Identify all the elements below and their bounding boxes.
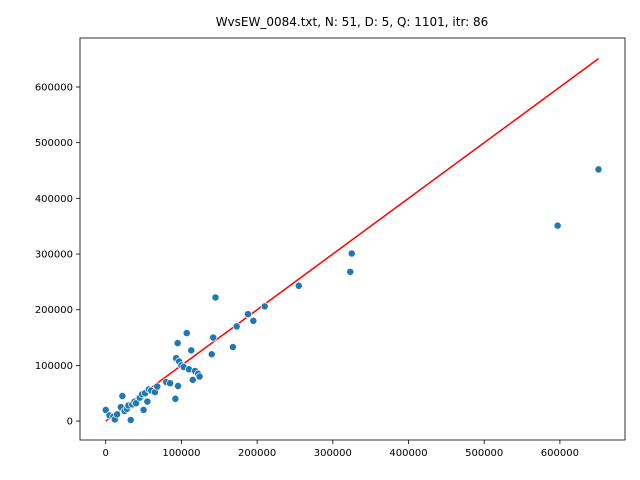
data-point <box>143 397 152 406</box>
y-tick-label: 500000 <box>35 138 73 149</box>
data-point <box>187 346 196 355</box>
y-tick-label: 100000 <box>35 361 73 372</box>
data-point <box>101 405 110 414</box>
y-tick-label: 400000 <box>35 194 73 205</box>
x-tick-label: 100000 <box>162 448 200 459</box>
data-point <box>139 405 148 414</box>
data-point <box>173 339 182 348</box>
x-tick-label: 600000 <box>541 448 579 459</box>
data-point <box>232 322 241 331</box>
y-axis: 0 100000 200000 300000 400000 500000 600000 <box>35 82 80 428</box>
x-tick-label: 200000 <box>238 448 276 459</box>
x-tick-label: 0 <box>103 448 109 459</box>
x-axis: 0 100000 200000 300000 400000 500000 600000 <box>103 440 579 459</box>
data-point <box>171 394 180 403</box>
data-point <box>347 249 356 258</box>
data-point <box>594 165 603 174</box>
data-point <box>209 333 218 342</box>
data-point <box>244 310 252 319</box>
x-tick-label: 400000 <box>389 448 427 459</box>
data-point <box>132 399 140 408</box>
data-point <box>346 267 355 276</box>
data-point <box>195 372 204 381</box>
data-point <box>228 343 237 351</box>
plot-area <box>101 57 603 424</box>
data-point <box>207 350 216 359</box>
data-point <box>118 392 127 400</box>
y-tick-label: 600000 <box>35 82 73 93</box>
data-point <box>126 416 135 424</box>
data-point <box>188 375 197 384</box>
data-point <box>166 379 175 388</box>
data-point <box>153 382 162 391</box>
data-point <box>211 293 220 302</box>
data-point <box>182 329 191 338</box>
y-tick-label: 200000 <box>35 305 73 316</box>
data-point <box>249 316 258 325</box>
y-tick-label: 0 <box>67 417 73 428</box>
chart-title: WvsEW_0084.txt, N: 51, D: 5, Q: 1101, it… <box>216 15 489 29</box>
data-point <box>294 281 303 290</box>
reference-line <box>105 57 599 422</box>
x-tick-label: 500000 <box>465 448 503 459</box>
data-point <box>260 302 269 311</box>
data-point <box>174 382 182 390</box>
axes-frame <box>79 37 626 441</box>
x-tick-label: 300000 <box>314 448 352 459</box>
y-tick-label: 300000 <box>35 250 73 261</box>
data-point <box>113 410 122 419</box>
data-point <box>553 221 562 230</box>
